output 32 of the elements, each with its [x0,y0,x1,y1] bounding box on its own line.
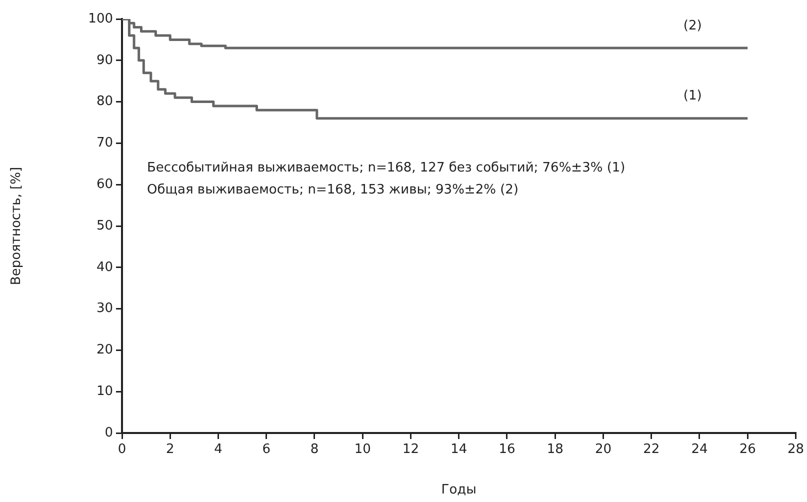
y-tick-label: 90 [96,52,113,68]
y-tick-label: 10 [96,384,113,399]
x-tick-label: 6 [262,442,271,458]
series-label: (2) [683,18,702,34]
x-tick-label: 18 [546,442,564,458]
x-tick-label: 24 [691,442,708,458]
x-tick-label: 12 [402,442,420,458]
y-tick-label: 60 [96,176,113,192]
x-axis-title: Годы [441,482,476,498]
y-tick-label: 20 [96,342,113,358]
x-tick-label: 2 [166,442,174,458]
x-tick-label: 22 [643,442,660,458]
y-tick-label: 0 [104,425,113,440]
y-tick-label: 40 [96,260,113,275]
x-tick-label: 28 [787,442,804,458]
x-tick-label: 10 [354,442,371,458]
x-tick-label: 20 [594,442,612,458]
x-tick-label: 16 [498,442,516,458]
series-label: (1) [683,88,702,104]
y-tick-label: 100 [88,11,113,26]
annotation: Общая выживаемость; n=168, 153 живы; 93%±2% (2) [147,182,518,198]
y-tick-label: 80 [96,94,113,110]
x-tick-label: 4 [214,442,222,458]
y-tick-label: 30 [96,301,113,316]
x-tick-label: 26 [739,442,756,458]
x-tick-label: 14 [450,442,468,458]
annotation: Бессобытийная выживаемость; n=168, 127 без событий; 76%±3% (1) [147,160,626,176]
y-tick-label: 70 [96,136,113,151]
y-axis-title: Вероятность, [%] [9,166,24,286]
y-tick-label: 50 [96,218,113,234]
x-tick-label: 8 [310,442,319,458]
x-tick-label: 0 [118,442,126,458]
